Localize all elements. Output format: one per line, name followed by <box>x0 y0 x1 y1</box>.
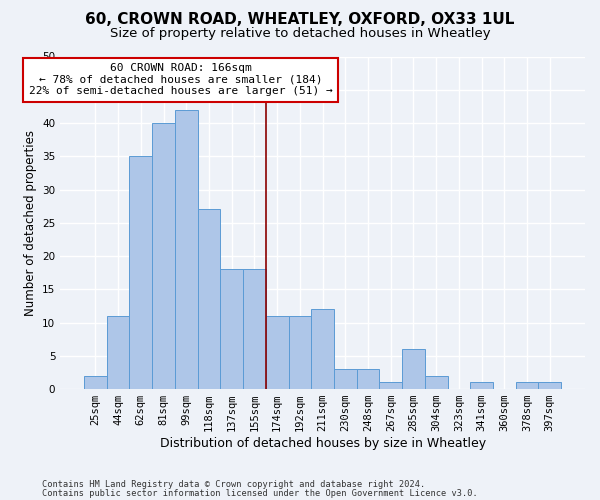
Bar <box>175 110 197 389</box>
Bar <box>402 349 425 389</box>
Bar <box>197 210 220 389</box>
X-axis label: Distribution of detached houses by size in Wheatley: Distribution of detached houses by size … <box>160 437 485 450</box>
Bar <box>538 382 561 389</box>
Bar <box>470 382 493 389</box>
Text: 60 CROWN ROAD: 166sqm
← 78% of detached houses are smaller (184)
22% of semi-det: 60 CROWN ROAD: 166sqm ← 78% of detached … <box>29 63 332 96</box>
Bar <box>84 376 107 389</box>
Bar <box>379 382 402 389</box>
Text: Size of property relative to detached houses in Wheatley: Size of property relative to detached ho… <box>110 28 490 40</box>
Bar <box>107 316 130 389</box>
Bar <box>266 316 289 389</box>
Bar <box>356 369 379 389</box>
Y-axis label: Number of detached properties: Number of detached properties <box>23 130 37 316</box>
Text: Contains HM Land Registry data © Crown copyright and database right 2024.: Contains HM Land Registry data © Crown c… <box>42 480 425 489</box>
Bar <box>289 316 311 389</box>
Bar <box>243 270 266 389</box>
Bar <box>516 382 538 389</box>
Text: Contains public sector information licensed under the Open Government Licence v3: Contains public sector information licen… <box>42 488 478 498</box>
Bar <box>311 310 334 389</box>
Bar <box>130 156 152 389</box>
Bar <box>220 270 243 389</box>
Bar <box>334 369 356 389</box>
Text: 60, CROWN ROAD, WHEATLEY, OXFORD, OX33 1UL: 60, CROWN ROAD, WHEATLEY, OXFORD, OX33 1… <box>85 12 515 28</box>
Bar <box>152 123 175 389</box>
Bar <box>425 376 448 389</box>
